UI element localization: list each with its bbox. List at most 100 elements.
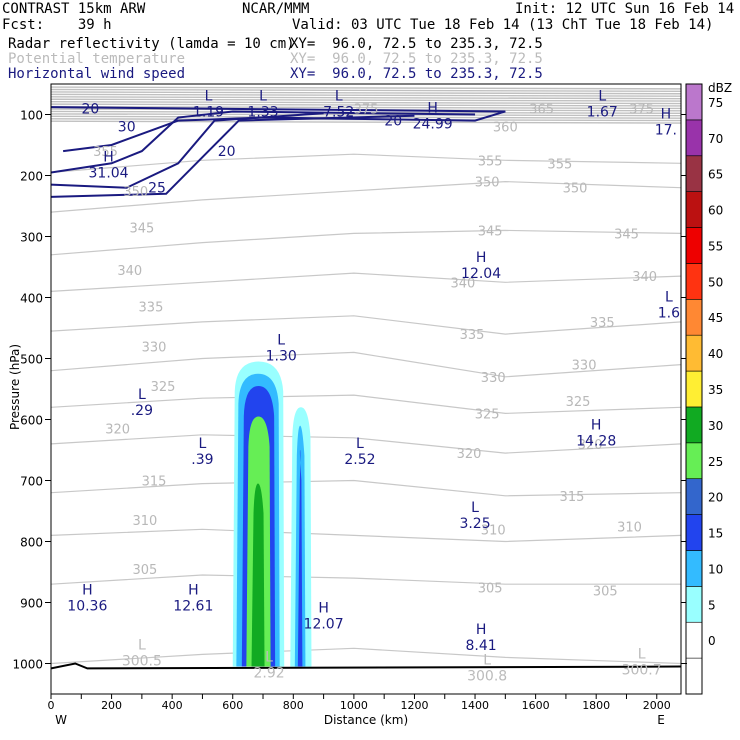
theta-isentrope-upper [51, 120, 681, 124]
extremum-type: L [265, 650, 273, 666]
colorbar-level-label: 75 [708, 96, 723, 110]
theta-isentrope-upper [51, 88, 681, 93]
extremum-type: L [665, 290, 673, 306]
plot-frame [50, 83, 682, 695]
extremum-value: 7.52 [323, 104, 354, 120]
colorbar-level-label: 25 [708, 455, 723, 469]
colorbar-level-label: 45 [708, 311, 723, 325]
colorbar-swatch [685, 586, 703, 623]
x-tick-label: 1800 [582, 699, 610, 712]
theta-label: 330 [481, 371, 506, 386]
theta-label: 310 [481, 523, 506, 538]
theta-isentrope [51, 394, 681, 415]
theta-isentrope [51, 574, 681, 585]
extremum-type: H [188, 582, 199, 598]
extremum-type: L [598, 88, 606, 104]
colorbar-swatch [685, 119, 703, 157]
theta-label: 355 [547, 157, 572, 172]
extremum-type: H [318, 601, 329, 617]
extremum-value: 12.61 [173, 598, 213, 614]
colorbar-level-label: 30 [708, 419, 723, 433]
colorbar-level-label: 15 [708, 527, 723, 541]
extremum-value: .39 [191, 452, 213, 468]
colorbar-unit: dBZ [708, 81, 732, 95]
theta-label: 360 [493, 121, 518, 136]
theta-label: 375 [354, 102, 379, 117]
extremum-value: 10.36 [67, 598, 107, 614]
theta-isentrope-upper [51, 91, 681, 95]
theta-isentrope [51, 479, 681, 497]
extremum-value: 1.19 [193, 104, 224, 120]
theta-isentrope-upper [51, 86, 681, 90]
theta-isentrope [51, 351, 681, 378]
colorbar-level-label: 55 [708, 239, 723, 253]
y-tick-label: 200 [20, 170, 43, 184]
colorbar-swatch [685, 406, 703, 444]
extremum-type: L [335, 88, 343, 104]
theta-label: 315 [142, 475, 167, 490]
y-tick-label: 900 [20, 597, 43, 611]
x-tick-label: 200 [101, 699, 122, 712]
x-end-label-west: W [55, 713, 67, 727]
extremum-value: 1.30 [266, 348, 297, 364]
extremum-value: 300.5 [122, 653, 162, 669]
y-tick-label: 100 [20, 109, 43, 123]
colorbar-swatch [685, 370, 703, 408]
theta-isentrope [51, 647, 681, 665]
extremum-type: L [259, 88, 267, 104]
theta-label: 350 [475, 176, 500, 191]
colorbar-swatch [685, 514, 703, 551]
theta-label: 325 [566, 395, 591, 410]
colorbar-swatch [685, 550, 703, 587]
wind-contour-label: 25 [148, 181, 166, 197]
theta-label: 340 [451, 276, 476, 291]
wind-speed-contour [51, 114, 415, 198]
extremum-type: L [138, 387, 146, 403]
colorbar-swatch [685, 621, 703, 659]
y-tick-label: 400 [20, 292, 43, 306]
theta-isentrope [51, 153, 681, 173]
extremum-value: 2.92 [253, 666, 284, 682]
wind-contour-label: 20 [384, 114, 402, 130]
extremum-value: 14.28 [576, 434, 616, 450]
field-wind-name: Horizontal wind speed [8, 66, 186, 82]
colorbar-swatch [685, 191, 703, 228]
reflectivity-cell-main-layer [251, 483, 265, 667]
theta-label: 345 [129, 221, 154, 236]
y-tick-label: 700 [20, 475, 43, 489]
y-tick-label: 500 [20, 353, 43, 367]
y-tick-label: 1000 [12, 658, 43, 672]
colorbar-swatch [685, 227, 703, 264]
terrain-line [51, 662, 681, 670]
wind-speed-contour [51, 110, 476, 174]
theta-isentrope-upper [51, 93, 681, 97]
theta-isentrope-upper [51, 100, 681, 105]
x-tick-label: 1000 [340, 699, 368, 712]
theta-label: 350 [563, 182, 588, 197]
x-tick-label: 1400 [461, 699, 489, 712]
extremum-type: H [103, 149, 114, 165]
extremum-value: 3.25 [459, 516, 490, 532]
field-wind-xy: XY= 96.0, 72.5 to 235.3, 72.5 [290, 66, 543, 82]
plot-contents: 355 355 355 350 350 350 345 345 345 340 340 340 335 3… [51, 86, 681, 685]
wind-contour-label: 20 [81, 101, 99, 117]
extremum-value: 17. [655, 123, 677, 139]
extremum-type: H [82, 582, 93, 598]
extremum-value: 12.07 [304, 617, 344, 633]
extremum-value: 1.67 [587, 104, 618, 120]
x-tick-label: 400 [162, 699, 183, 712]
colorbar-swatch [685, 442, 703, 480]
y-axis-label: Pressure (hPa) [8, 343, 23, 431]
extremum-type: L [483, 653, 491, 669]
extremum-value: 31.04 [89, 165, 129, 181]
extremum-type: L [199, 436, 207, 452]
colorbar-swatch [685, 155, 703, 192]
extremum-type: H [476, 622, 487, 638]
colorbar-frame [685, 83, 703, 695]
wind-contour-label: 30 [118, 120, 136, 136]
extremum-type: L [277, 332, 285, 348]
y-tick-label: 600 [20, 414, 43, 428]
extremum-value: 24.99 [413, 117, 453, 133]
theta-label: 340 [117, 264, 142, 279]
y-tick-label: 800 [20, 536, 43, 550]
